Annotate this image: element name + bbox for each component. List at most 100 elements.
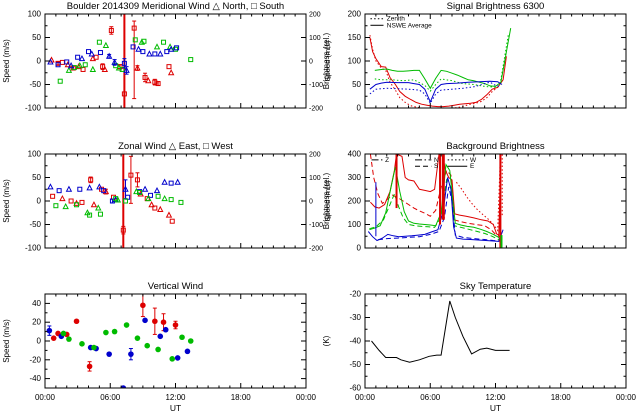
data-point-square [188, 57, 194, 63]
plot-area [369, 28, 512, 108]
data-point-triangle [102, 187, 110, 195]
data-point-triangle [157, 50, 164, 57]
data-point-square [161, 39, 167, 45]
data-point-triangle [157, 205, 164, 212]
y-tick-label: -50 [29, 220, 41, 229]
data-point-square [142, 74, 148, 80]
data-point-square [119, 66, 125, 72]
plot-area [47, 14, 194, 108]
data-point-triangle [122, 185, 129, 192]
data-point-square [173, 46, 178, 52]
data-point-circle [187, 338, 194, 344]
data-point-triangle [105, 52, 113, 59]
data-point-circle [46, 327, 53, 334]
series-zenith-blue [369, 81, 502, 105]
plot-area [367, 154, 504, 248]
y-tick-label: 100 [28, 150, 42, 159]
data-point-square [53, 203, 59, 209]
data-point-square [77, 186, 83, 192]
data-point-triangle [167, 69, 175, 76]
data-point-square [152, 51, 158, 57]
data-point-triangle [138, 38, 146, 45]
data-point-square [169, 218, 175, 224]
data-point-square [88, 177, 94, 183]
data-point-square [128, 172, 134, 178]
plot-area [371, 300, 510, 363]
data-point-square [64, 59, 70, 65]
data-point-square [101, 188, 107, 194]
right-tick-label: -100 [309, 222, 323, 229]
data-point-triangle [64, 61, 72, 68]
data-point-triangle [62, 202, 69, 210]
data-point-triangle [101, 65, 109, 72]
data-point-circle [162, 326, 169, 333]
data-point-circle [144, 342, 151, 349]
series-sky-temp [371, 300, 510, 363]
y-tick-label: 200 [348, 197, 362, 206]
panel-vertical-wind: -40 -20 0 20 40 00:00 06:00 12:00 18:00 00:00 UT Ve… [2, 281, 317, 413]
panel-zonal-wind: -100 -50 0 50 100 -200 -100 0 100 200 Speed (m/s) Z… [2, 141, 332, 253]
data-point-triangle [111, 58, 118, 65]
panel-title: Background Brightness [446, 141, 544, 152]
y-tick-label: 400 [348, 150, 362, 159]
y-tick-label: -40 [29, 374, 41, 383]
plot-box [44, 293, 307, 389]
data-point-square [87, 212, 93, 218]
data-point-square [79, 199, 85, 205]
x-tick-label: 06:00 [420, 393, 441, 402]
y-tick-label: 0 [37, 197, 42, 206]
y-tick-label: 150 [348, 33, 362, 42]
y-tick-label: 50 [352, 80, 361, 89]
series-avg-red [369, 37, 507, 108]
data-point-circle [179, 334, 185, 341]
data-point-triangle [145, 194, 152, 202]
data-point-circle [172, 322, 179, 328]
data-point-square [50, 193, 56, 199]
data-point-square [132, 37, 138, 43]
legend-label: Z [385, 157, 389, 164]
right-tick-label: 0 [309, 59, 313, 66]
data-point-circle [160, 319, 167, 325]
data-point-triangle [65, 66, 73, 73]
y-tick-label: 100 [348, 220, 362, 229]
data-point-triangle [102, 41, 110, 48]
data-point-square [86, 49, 91, 55]
x-tick-label: 00:00 [355, 393, 376, 402]
series-bg-green-b [369, 178, 503, 246]
data-point-triangle [47, 183, 54, 190]
x-tick-label: 06:00 [100, 393, 121, 402]
data-point-square [59, 59, 65, 65]
data-point-triangle [76, 62, 84, 69]
data-point-square [168, 180, 174, 186]
series-bg-red-b [369, 154, 501, 238]
panel-title: Boulder 2014309 Meridional Wind △ North,… [67, 1, 284, 12]
y-tick-label: 0 [37, 57, 42, 66]
data-point-triangle [59, 194, 66, 202]
data-point-square [155, 81, 161, 87]
y-tick-label: 40 [32, 299, 41, 308]
series-zenith-red [369, 35, 500, 108]
right-tick-label: -100 [309, 82, 323, 89]
data-point-square [121, 60, 127, 66]
data-point-triangle [146, 50, 153, 57]
data-point-circle [73, 318, 80, 325]
data-point-circle [106, 351, 112, 357]
data-point-circle [134, 335, 141, 341]
data-point-triangle [96, 183, 103, 190]
data-point-square [74, 202, 80, 208]
x-tick-label: 12:00 [165, 393, 186, 402]
y-axis-label: Speed (m/s) [2, 319, 11, 363]
data-point-circle [50, 335, 57, 341]
data-point-square [137, 190, 143, 196]
right-tick-label: 0 [309, 199, 313, 206]
data-point-triangle [114, 196, 122, 203]
y-axis-label: Brightness (rel.) [322, 172, 331, 229]
data-point-triangle [148, 201, 155, 208]
plot-box [364, 293, 627, 389]
data-point-circle [111, 328, 118, 335]
data-point-circle [79, 341, 85, 347]
data-point-circle [86, 363, 93, 370]
